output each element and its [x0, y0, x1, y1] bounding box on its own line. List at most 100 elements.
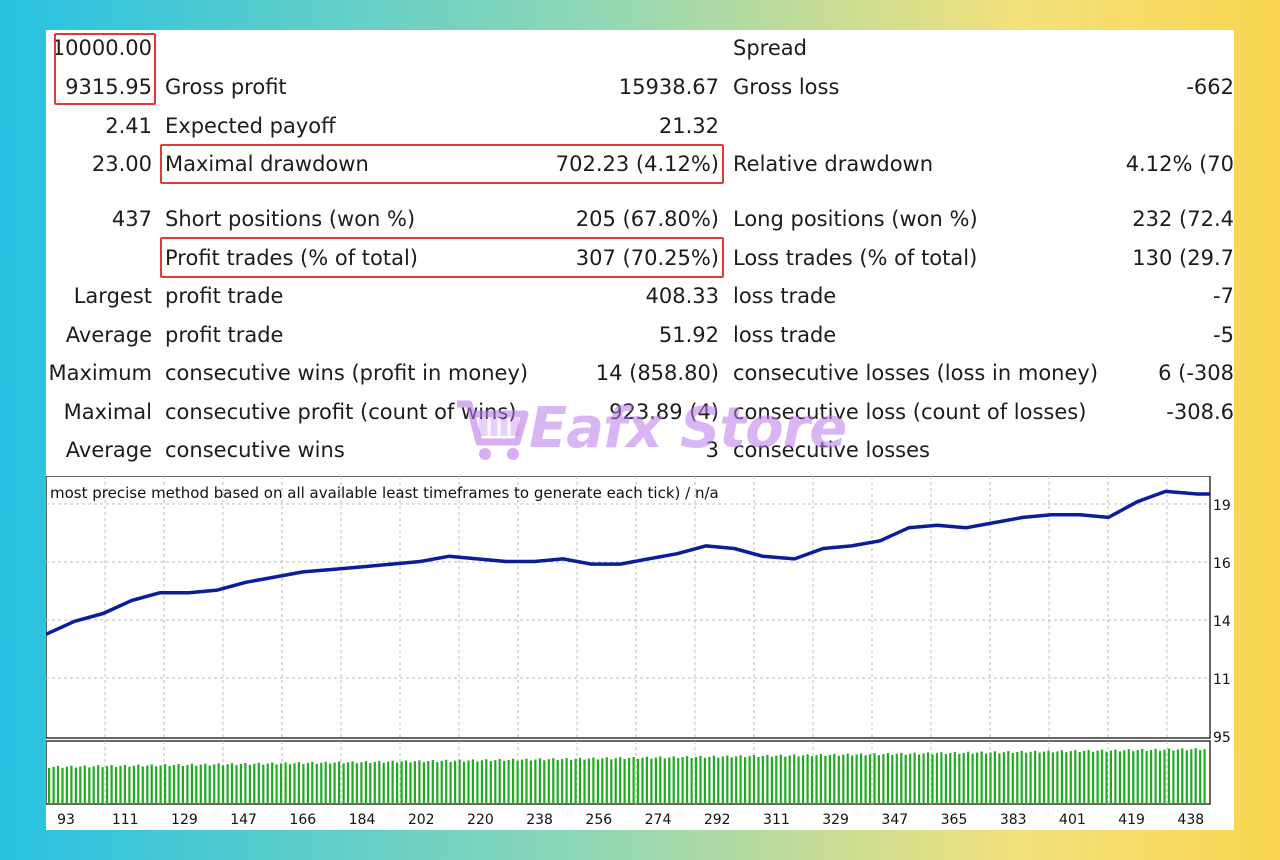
volume-bar	[1199, 750, 1202, 804]
volume-bars	[48, 748, 1206, 804]
volume-bar	[1065, 752, 1068, 804]
volume-bar	[744, 757, 747, 804]
volume-bar	[485, 759, 488, 804]
volume-bar	[445, 759, 448, 804]
volume-bar	[993, 751, 996, 804]
volume-bar	[1087, 749, 1090, 804]
volume-bar	[195, 765, 198, 804]
volume-bar	[913, 752, 916, 804]
x-tick-label: 220	[467, 812, 494, 828]
volume-bar	[819, 754, 822, 804]
volume-bar	[123, 764, 126, 804]
volume-bar	[382, 762, 385, 804]
volume-bar	[159, 765, 162, 804]
x-tick-label: 365	[941, 812, 968, 828]
x-tick-label: 419	[1118, 812, 1145, 828]
x-tick-label: 147	[230, 812, 257, 828]
volume-bar	[686, 756, 689, 804]
volume-bar	[1123, 750, 1126, 804]
volume-bar	[293, 763, 296, 804]
row-label-2: Relative drawdown	[733, 152, 934, 176]
row-value: 15938.67	[618, 75, 719, 99]
volume-bar	[1047, 750, 1050, 804]
volume-bar	[779, 754, 782, 804]
volume-bar	[346, 762, 350, 804]
volume-bar	[436, 762, 439, 804]
volume-bar	[690, 758, 693, 804]
row-value-1: 10000.00	[51, 36, 152, 60]
volume-bar	[369, 763, 372, 804]
volume-bar	[155, 766, 158, 804]
volume-bar	[561, 759, 564, 804]
volume-bar	[815, 755, 818, 804]
row-label: consecutive wins (profit in money)	[165, 361, 529, 385]
volume-bar	[61, 767, 64, 804]
volume-bar	[230, 763, 234, 804]
volume-bar	[1038, 752, 1041, 804]
volume-bar	[364, 761, 367, 804]
volume-bar	[775, 755, 778, 804]
volume-bar	[909, 753, 912, 804]
volume-bar	[735, 756, 738, 804]
row-label-2: consecutive loss (count of losses)	[733, 400, 1087, 424]
volume-bar	[726, 755, 729, 804]
volume-bar	[65, 766, 68, 804]
volume-bar	[1132, 751, 1135, 804]
volume-bar	[489, 761, 492, 804]
volume-bar	[940, 752, 943, 804]
highlight-profit-trades	[160, 237, 724, 278]
volume-bar	[52, 766, 55, 804]
volume-bar	[88, 767, 91, 804]
volume-bar	[190, 763, 193, 804]
volume-bar	[864, 755, 867, 804]
volume-bar	[480, 760, 483, 804]
volume-bar	[717, 757, 720, 804]
row-value: 408.33	[645, 284, 719, 308]
volume-bar	[873, 753, 876, 804]
row-label-2: Spread	[733, 36, 807, 60]
row-value: 205 (67.80%)	[575, 207, 719, 231]
x-tick-label: 347	[881, 812, 908, 828]
row-value-1: 2.41	[105, 114, 152, 138]
x-tick-label: 166	[289, 812, 316, 828]
volume-bar	[1069, 751, 1072, 804]
volume-bar	[1078, 752, 1081, 804]
volume-bar	[944, 754, 947, 804]
volume-bar	[360, 762, 363, 804]
volume-bar	[48, 768, 51, 804]
row-label: Expected payoff	[165, 114, 336, 138]
volume-bar	[1154, 748, 1157, 804]
volume-bar	[1016, 752, 1019, 804]
volume-bar	[404, 760, 408, 804]
volume-bar	[596, 759, 599, 804]
volume-bar	[503, 760, 506, 804]
row-value: 307 (70.25%)	[575, 246, 719, 270]
x-tick-label: 311	[763, 812, 790, 828]
x-tick-label: 202	[408, 812, 435, 828]
volume-bar	[467, 760, 470, 804]
volume-bar	[244, 763, 247, 804]
volume-bar	[422, 762, 425, 804]
volume-bar	[578, 757, 582, 804]
volume-bar	[828, 754, 831, 804]
volume-bar	[949, 753, 952, 804]
volume-bar	[708, 756, 711, 804]
volume-bar	[882, 754, 885, 804]
volume-bar	[315, 763, 318, 804]
volume-bar	[989, 752, 992, 804]
volume-bar	[1029, 751, 1032, 804]
volume-bar	[1083, 750, 1086, 804]
volume-bar	[1011, 753, 1014, 804]
volume-bar	[788, 755, 791, 804]
volume-bar	[842, 754, 845, 804]
watermark-text: Eafx Store	[529, 396, 847, 461]
row-value: 3	[705, 438, 719, 462]
volume-bar	[552, 758, 555, 804]
volume-bar	[770, 756, 773, 804]
volume-bar	[520, 759, 524, 804]
row-value-2: 130 (29.7	[1132, 246, 1234, 270]
row-value-2: -662	[1186, 75, 1234, 99]
volume-bar	[976, 752, 979, 804]
volume-bar	[217, 763, 220, 804]
volume-bar	[868, 754, 872, 804]
